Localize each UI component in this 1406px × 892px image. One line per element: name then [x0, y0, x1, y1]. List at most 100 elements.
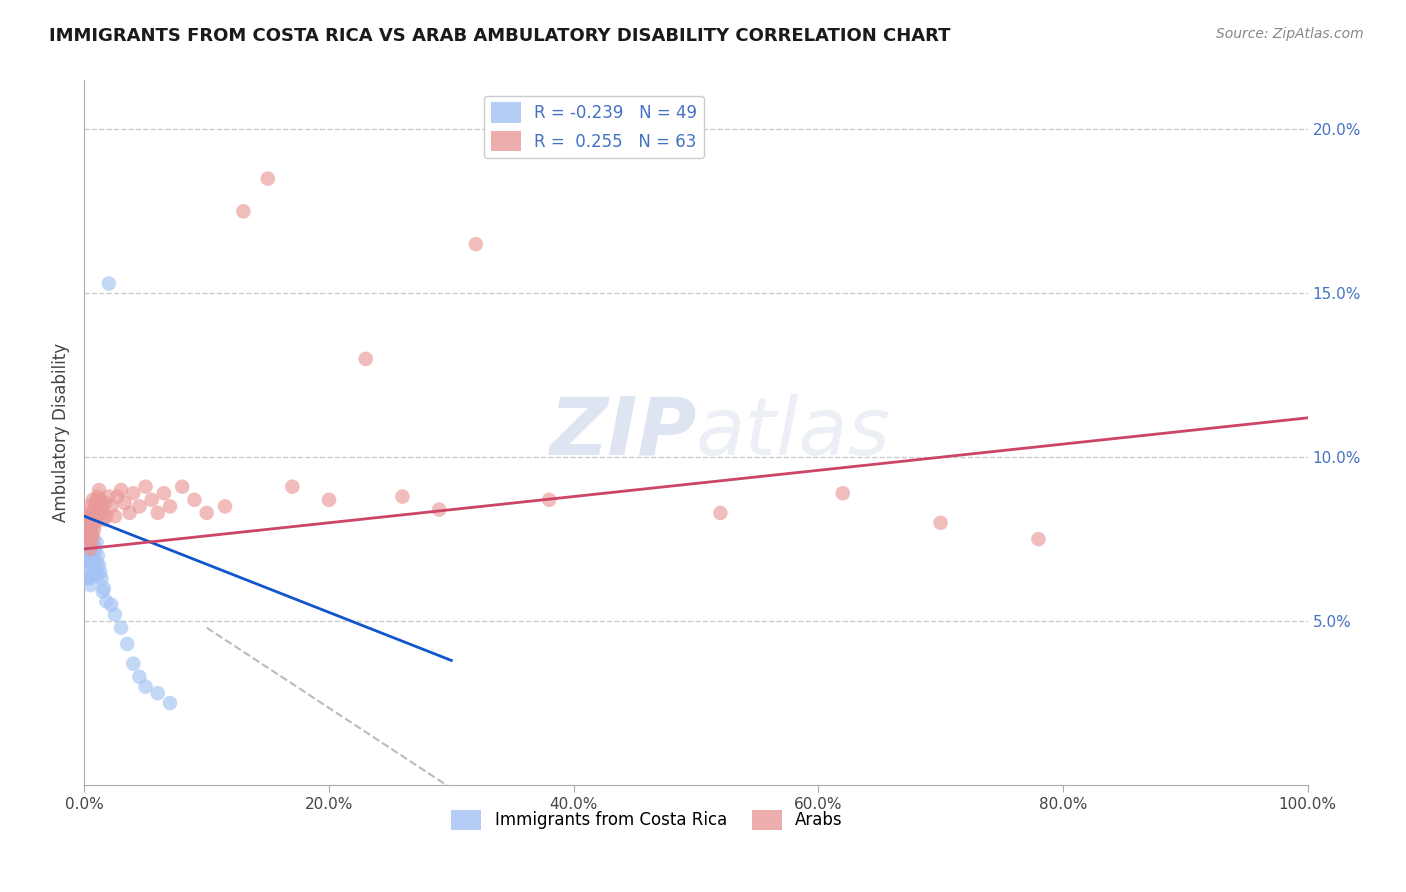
Point: [76, 529, 98, 543]
Point: [464, 237, 486, 252]
Point: [83, 539, 105, 553]
Point: [114, 496, 136, 510]
Point: [86, 535, 108, 549]
Point: [105, 490, 128, 504]
Point: [929, 516, 952, 530]
Point: [76, 565, 98, 579]
Legend: Immigrants from Costa Rica, Arabs: Immigrants from Costa Rica, Arabs: [444, 803, 849, 837]
Point: [80, 535, 103, 549]
Point: [82, 509, 104, 524]
Point: [82, 492, 104, 507]
Point: [77, 529, 100, 543]
Point: [141, 492, 163, 507]
Point: [84, 500, 107, 514]
Point: [118, 506, 141, 520]
Point: [183, 492, 205, 507]
Point: [86, 555, 108, 569]
Point: [76, 529, 98, 543]
Point: [89, 492, 111, 507]
Point: [709, 506, 731, 520]
Point: [93, 512, 115, 526]
Point: [76, 509, 98, 524]
Point: [354, 351, 377, 366]
Text: ZIP: ZIP: [548, 393, 696, 472]
Point: [100, 500, 122, 514]
Point: [77, 545, 100, 559]
Point: [100, 598, 122, 612]
Point: [82, 529, 104, 543]
Point: [75, 516, 97, 530]
Point: [77, 516, 100, 530]
Point: [77, 506, 100, 520]
Point: [391, 490, 413, 504]
Point: [79, 519, 101, 533]
Y-axis label: Ambulatory Disability: Ambulatory Disability: [52, 343, 70, 522]
Point: [93, 582, 115, 596]
Point: [257, 171, 280, 186]
Point: [83, 568, 105, 582]
Point: [94, 496, 117, 510]
Point: [87, 506, 110, 520]
Point: [79, 578, 101, 592]
Point: [110, 483, 132, 497]
Point: [84, 561, 107, 575]
Point: [79, 541, 101, 556]
Point: [83, 551, 105, 566]
Point: [96, 509, 118, 524]
Point: [77, 572, 100, 586]
Point: [91, 500, 114, 514]
Point: [153, 486, 176, 500]
Point: [89, 565, 111, 579]
Point: [77, 522, 100, 536]
Point: [90, 572, 112, 586]
Point: [80, 519, 103, 533]
Point: [79, 535, 101, 549]
Point: [831, 486, 853, 500]
Point: [172, 480, 194, 494]
Point: [427, 502, 450, 516]
Point: [87, 483, 110, 497]
Point: [195, 506, 218, 520]
Point: [77, 572, 100, 586]
Point: [77, 549, 100, 563]
Point: [135, 480, 157, 494]
Point: [80, 568, 103, 582]
Point: [80, 525, 103, 540]
Point: [90, 506, 112, 520]
Point: [79, 555, 101, 569]
Point: [110, 621, 132, 635]
Point: [281, 480, 304, 494]
Point: [87, 568, 110, 582]
Point: [122, 657, 145, 671]
Point: [87, 502, 110, 516]
Point: [135, 680, 157, 694]
Point: [75, 516, 97, 530]
Point: [76, 551, 98, 566]
Point: [80, 551, 103, 566]
Point: [97, 490, 120, 504]
Point: [77, 500, 100, 514]
Point: [79, 509, 101, 524]
Point: [84, 541, 107, 556]
Point: [80, 539, 103, 553]
Point: [82, 558, 104, 573]
Point: [82, 545, 104, 559]
Point: [77, 522, 100, 536]
Point: [104, 509, 127, 524]
Point: [104, 607, 127, 622]
Point: [96, 594, 118, 608]
Point: [91, 584, 114, 599]
Text: atlas: atlas: [696, 393, 891, 472]
Point: [538, 492, 561, 507]
Point: [87, 558, 110, 573]
Point: [146, 686, 169, 700]
Point: [86, 492, 108, 507]
Point: [82, 532, 104, 546]
Point: [86, 509, 108, 524]
Text: Source: ZipAtlas.com: Source: ZipAtlas.com: [1216, 27, 1364, 41]
Point: [159, 500, 181, 514]
Point: [146, 506, 169, 520]
Point: [214, 500, 236, 514]
Point: [75, 539, 97, 553]
Text: IMMIGRANTS FROM COSTA RICA VS ARAB AMBULATORY DISABILITY CORRELATION CHART: IMMIGRANTS FROM COSTA RICA VS ARAB AMBUL…: [49, 27, 950, 45]
